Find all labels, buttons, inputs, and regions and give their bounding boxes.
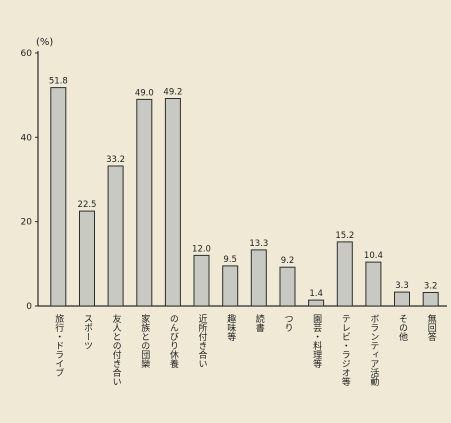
bar bbox=[250, 249, 267, 307]
bar bbox=[50, 87, 67, 307]
bar bbox=[365, 261, 382, 307]
category-label: 家族との団欒 bbox=[139, 313, 150, 369]
category-label: その他 bbox=[397, 314, 408, 342]
category-label: 園芸・料理等 bbox=[311, 314, 322, 368]
bar-value-label: 12.0 bbox=[192, 244, 211, 254]
bar-value-label: 10.4 bbox=[364, 251, 383, 261]
y-axis-ticks: 0 20 40 60 bbox=[21, 49, 38, 312]
category-label: 近所付き合い bbox=[197, 313, 208, 368]
bar bbox=[107, 165, 124, 307]
bar-value-label: 1.4 bbox=[309, 289, 323, 299]
bar bbox=[336, 241, 353, 307]
bar bbox=[279, 266, 296, 307]
bar bbox=[79, 210, 95, 307]
bar-value-label: 3.2 bbox=[424, 282, 438, 292]
axes bbox=[37, 51, 447, 307]
category-labels: 旅行・ドライブ スポーツ 友人との付き合い 家族との団欒 のんびり休養 近所付き合い 趣味等… bbox=[53, 313, 436, 387]
bar-value-label: 49.0 bbox=[135, 88, 154, 98]
bar bbox=[394, 291, 410, 307]
category-label: つり bbox=[283, 314, 294, 332]
category-label: のんびり休養 bbox=[168, 314, 179, 369]
bar bbox=[164, 98, 181, 307]
bar-value-label: 15.2 bbox=[335, 231, 354, 241]
category-label: 旅行・ドライブ bbox=[53, 313, 64, 377]
bar-value-label: 22.5 bbox=[78, 200, 97, 210]
bar bbox=[422, 292, 439, 307]
category-label: テレビ・ラジオ等 bbox=[340, 314, 351, 386]
bar-value-label: 3.3 bbox=[395, 281, 409, 291]
bar-value-label: 9.5 bbox=[223, 255, 237, 265]
bar-value-label: 13.3 bbox=[249, 239, 268, 249]
category-label: スポーツ bbox=[82, 314, 93, 350]
bar-value-label: 33.2 bbox=[106, 155, 125, 165]
y-tick-label: 20 bbox=[21, 218, 33, 228]
y-tick-label: 0 bbox=[26, 302, 32, 312]
bar bbox=[193, 254, 210, 307]
y-axis-unit-group: (%) bbox=[36, 37, 53, 48]
bar bbox=[136, 98, 153, 307]
category-label: 友人との付き合い bbox=[111, 313, 122, 386]
y-tick-label: 60 bbox=[21, 49, 33, 59]
bars bbox=[50, 87, 439, 307]
y-axis-unit-label: (%) bbox=[36, 37, 53, 48]
bar bbox=[308, 299, 325, 307]
category-label: 趣味等 bbox=[225, 313, 236, 341]
category-label: ボランティア活動 bbox=[368, 314, 379, 387]
bar-value-label: 9.2 bbox=[281, 256, 295, 266]
bar-value-label: 51.8 bbox=[49, 77, 68, 87]
bar-value-label: 49.2 bbox=[163, 88, 182, 98]
category-label: 読書 bbox=[254, 313, 265, 333]
value-labels: 51.8 22.5 33.2 49.0 49.2 12.0 9.5 13.3 9.2 1.4 15.… bbox=[49, 77, 438, 300]
category-label: 無回答 bbox=[426, 313, 437, 342]
y-tick-label: 40 bbox=[21, 133, 33, 143]
bar bbox=[222, 265, 239, 307]
